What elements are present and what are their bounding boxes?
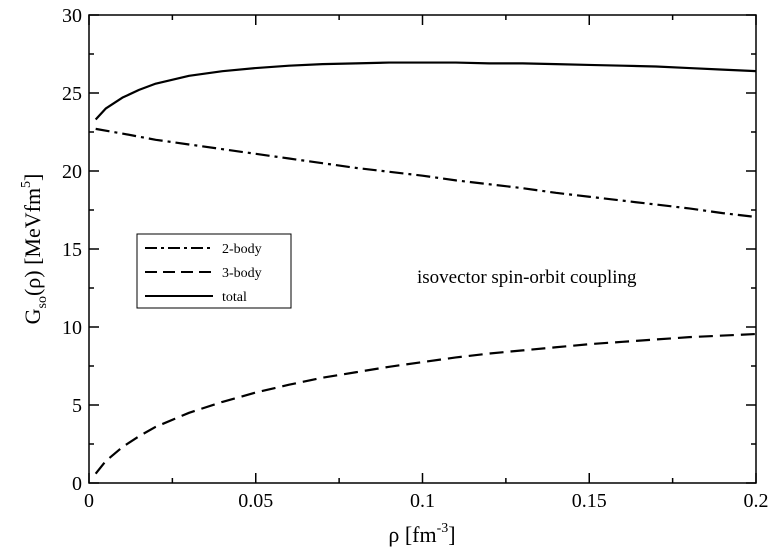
series-lines <box>94 61 757 475</box>
x-axis-title-sup: -3 <box>437 521 449 536</box>
legend: 2-body 3-body total <box>136 233 292 309</box>
y-tick-label: 25 <box>62 83 82 105</box>
legend-label-total: total <box>222 290 247 305</box>
y-axis-title-close: ] <box>20 174 45 181</box>
x-axis-title-main: ρ [fm <box>388 522 436 547</box>
axis-tick-labels: 0 0.05 0.1 0.15 0.2 0 5 10 15 20 25 30 <box>62 5 769 512</box>
y-tick-label: 30 <box>62 5 82 27</box>
y-tick-label: 20 <box>62 161 82 183</box>
x-tick-label: 0.2 <box>744 490 769 512</box>
series-line-total <box>94 61 757 121</box>
x-tick-label: 0.15 <box>572 490 607 512</box>
x-tick-label: 0 <box>84 490 94 512</box>
series-line-3-body <box>94 332 757 475</box>
y-tick-label: 5 <box>72 395 82 417</box>
y-axis-title: Gso(ρ) [MeVfm5] <box>19 174 50 325</box>
chart-annotation: isovector spin-orbit coupling <box>417 267 637 288</box>
axis-ticks <box>88 14 757 484</box>
y-axis-title-sub: so <box>35 296 50 308</box>
y-axis-title-main: G <box>20 308 45 324</box>
y-axis-title-sup: 5 <box>19 181 34 188</box>
x-tick-label: 0.05 <box>238 490 273 512</box>
legend-label-3-body: 3-body <box>222 266 262 281</box>
y-axis-title-mid: (ρ) [MeVfm <box>20 188 45 296</box>
x-axis-title: ρ [fm-3] <box>388 521 455 547</box>
x-tick-label: 0.1 <box>410 490 435 512</box>
legend-label-2-body: 2-body <box>222 242 262 257</box>
x-axis-title-close: ] <box>448 522 455 547</box>
y-tick-label: 15 <box>62 239 82 261</box>
y-tick-label: 10 <box>62 317 82 339</box>
y-tick-label: 0 <box>72 473 82 495</box>
series-line-2-body <box>95 127 757 219</box>
